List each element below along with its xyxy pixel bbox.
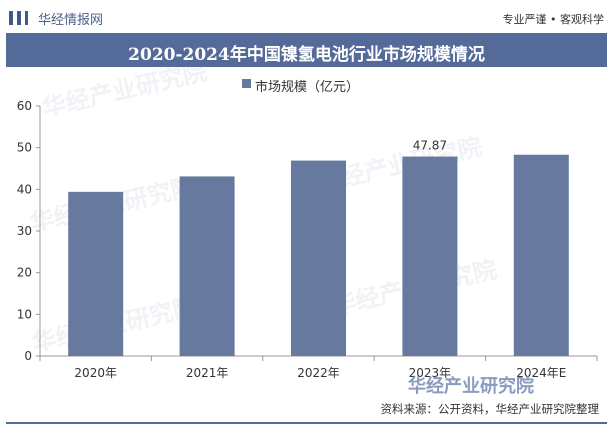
- y-tick-label: 50: [17, 141, 32, 155]
- watermark-logo-text: 华经产业研究院: [408, 376, 534, 397]
- y-tick-label: 40: [17, 182, 32, 196]
- y-tick-label: 10: [17, 307, 32, 321]
- y-tick-label: 30: [17, 224, 32, 238]
- chart-title: 2020-2024年中国镍氢电池行业市场规模情况: [128, 45, 485, 65]
- data-label: 47.87: [413, 139, 447, 153]
- x-tick-label: 2021年: [186, 366, 229, 380]
- bottom-rule: [6, 422, 607, 424]
- source-note: 资料来源：公开资料，华经产业研究院整理: [380, 402, 600, 416]
- bar: [291, 160, 346, 356]
- legend-label: 市场规模（亿元）: [255, 80, 360, 95]
- header-bar: 华经情报网 专业严谨 • 客观科学: [0, 0, 613, 33]
- brand-logo-icon: [9, 11, 30, 25]
- title-bar: 2020-2024年中国镍氢电池行业市场规模情况: [6, 33, 607, 67]
- x-tick-label: 2023年: [409, 366, 452, 380]
- x-tick-label: 2024年E: [516, 366, 566, 380]
- brand-name: 华经情报网: [38, 13, 104, 28]
- bar: [68, 191, 124, 356]
- bar: [513, 154, 569, 356]
- x-tick-label: 2022年: [297, 366, 340, 380]
- legend-swatch: [242, 79, 251, 88]
- x-tick-label: 2020年: [74, 366, 117, 380]
- slogan: 专业严谨 • 客观科学: [502, 13, 604, 26]
- y-tick-label: 0: [24, 349, 32, 363]
- y-tick-label: 20: [17, 266, 32, 280]
- y-tick-label: 60: [17, 99, 32, 113]
- bar: [179, 176, 235, 356]
- bar: [402, 156, 458, 356]
